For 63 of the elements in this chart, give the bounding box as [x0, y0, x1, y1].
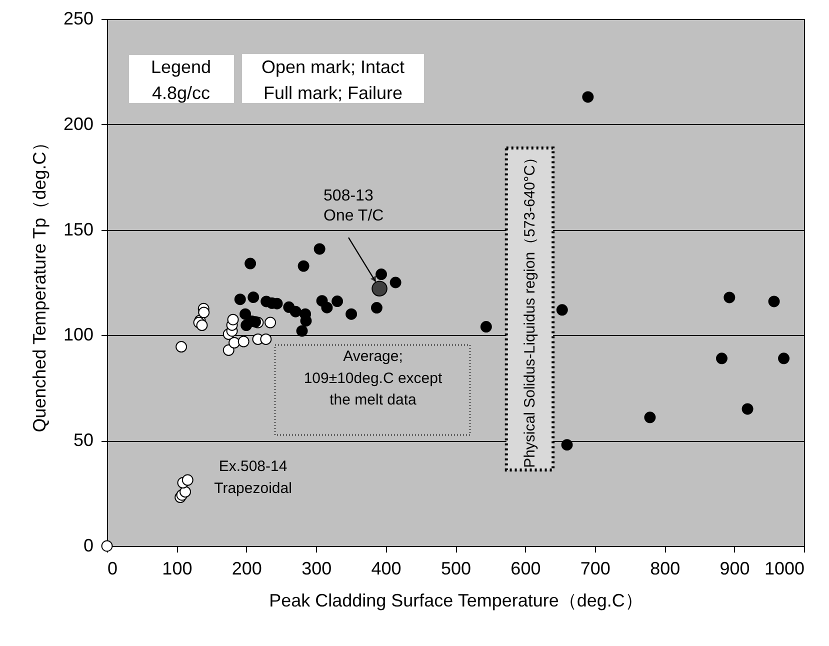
point	[101, 540, 113, 552]
point	[556, 304, 568, 316]
point	[561, 439, 573, 451]
point	[314, 243, 326, 255]
point	[372, 280, 388, 297]
x-axis-title: Peak Cladding Surface Temperature（deg.C）	[269, 590, 643, 610]
point	[296, 325, 308, 337]
point	[724, 292, 736, 304]
point	[298, 260, 310, 272]
point	[346, 308, 358, 320]
point	[332, 296, 344, 307]
x-tick-label: 200	[232, 558, 262, 578]
point	[390, 276, 402, 288]
annotation: 508-13 One T/C	[324, 188, 384, 225]
point	[768, 296, 780, 308]
x-tick-label: 100	[162, 558, 192, 578]
point	[300, 315, 312, 327]
point	[238, 336, 250, 348]
point	[196, 320, 208, 332]
y-tick-label: 250	[63, 8, 94, 28]
point	[321, 302, 333, 314]
annotation: Average; 109±10deg.C except the melt data	[304, 348, 443, 408]
y-tick-label: 0	[83, 536, 94, 556]
point	[582, 91, 594, 103]
point	[182, 474, 194, 486]
point	[376, 268, 388, 280]
band-label: Physical Solidus-Liquidus region（573-640°C）	[522, 150, 539, 468]
annotation: Ex.508-14 Trapezoidal	[214, 458, 292, 497]
point	[222, 344, 234, 356]
y-tick-label: 50	[73, 430, 94, 450]
point	[742, 403, 754, 415]
x-tick-label: 600	[510, 558, 541, 578]
y-axis-title: Quenched Temperature Tp（deg.C）	[29, 134, 50, 432]
point	[480, 321, 492, 332]
point	[176, 341, 188, 353]
point	[290, 306, 302, 318]
point	[264, 316, 276, 328]
point	[248, 292, 260, 303]
annotation: Legend 4.8g/cc	[150, 57, 212, 104]
x-tick-label: 800	[650, 558, 680, 578]
x-tick-label: 500	[440, 558, 472, 578]
point	[227, 314, 239, 326]
point	[644, 412, 656, 424]
annotation: Open mark; Intact Full mark; Failure	[261, 57, 405, 104]
x-tick-label: 0	[108, 558, 118, 578]
point	[228, 337, 240, 349]
point	[370, 302, 382, 314]
point	[234, 294, 246, 306]
point	[716, 352, 728, 364]
point	[198, 306, 210, 318]
x-tick-label: 900	[720, 558, 750, 578]
point	[244, 258, 256, 270]
y-tick-label: 200	[63, 114, 94, 134]
point	[778, 352, 790, 364]
point	[180, 486, 192, 498]
x-tick-label: 400	[371, 558, 402, 578]
x-tick-label: 700	[580, 558, 610, 578]
point	[260, 333, 272, 345]
y-tick-label: 100	[63, 324, 94, 345]
point	[240, 308, 252, 320]
x-tick-label: 300	[302, 558, 332, 578]
y-tick-label: 150	[63, 219, 94, 240]
x-tick-label: 1000	[764, 558, 804, 578]
